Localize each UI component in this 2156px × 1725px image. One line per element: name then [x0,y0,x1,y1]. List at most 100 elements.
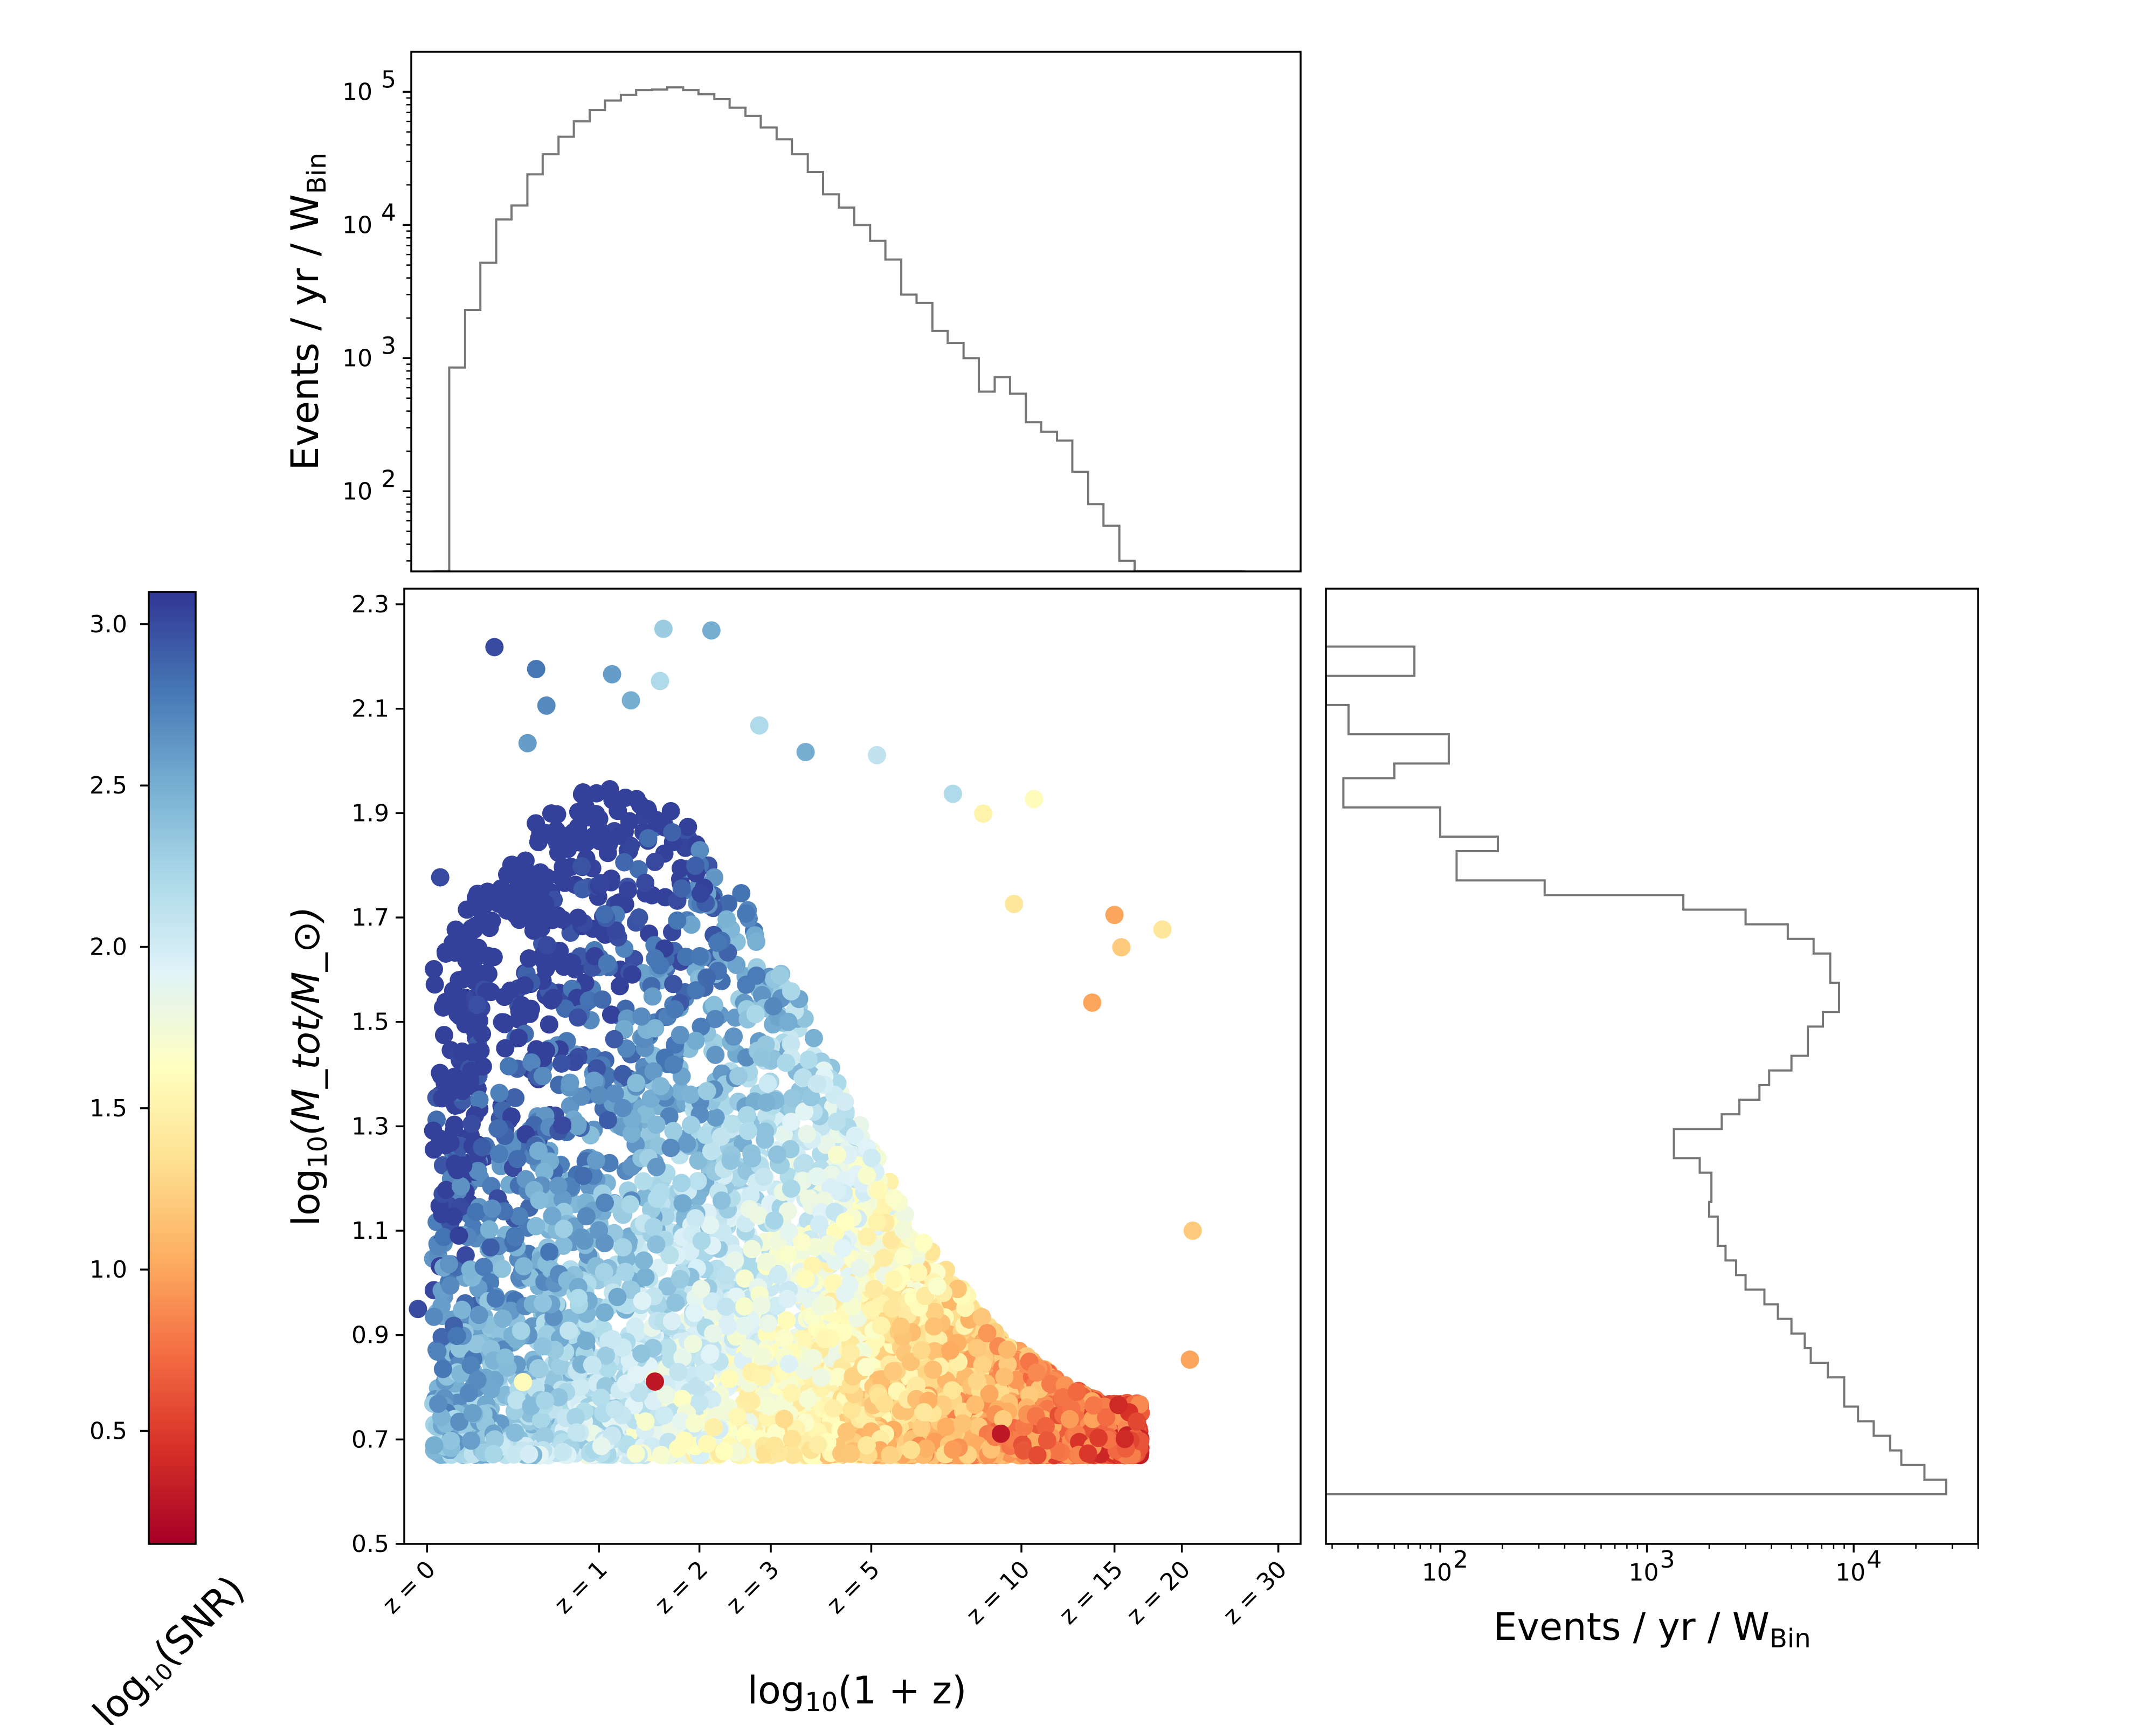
scatter-point [586,1151,605,1170]
scatter-point [782,1034,800,1053]
scatter-point [593,990,612,1009]
scatter-point [912,1418,931,1437]
scatter-point [912,1341,931,1360]
scatter-point [723,1114,742,1133]
scatter-point [529,1359,548,1378]
top-histogram-steps [433,86,1245,571]
scatter-point [664,1122,683,1141]
scatter-point [804,1029,823,1047]
scatter-point [549,1388,568,1406]
scatter-point [595,1234,614,1253]
scatter-point [941,1341,960,1360]
scatter-point [512,1321,530,1340]
scatter-point [621,1195,640,1214]
scatter-point [894,1220,913,1239]
scatter-point [869,1181,888,1200]
top-y-tick-exponent: 2 [381,465,396,493]
top-y-tick-exponent: 3 [381,332,396,360]
scatter-point [690,1393,709,1412]
scatter-point [697,968,716,987]
scatter-point [686,1031,705,1050]
scatter-point [579,991,598,1010]
scatter-point [943,1381,962,1400]
scatter-point [737,975,756,994]
scatter-point [676,948,695,967]
scatter-point [551,1357,570,1376]
scatter-point [758,1074,777,1093]
scatter-point [571,1378,590,1397]
scatter-point [572,857,591,875]
scatter-point [752,1048,771,1067]
scatter-point [682,915,701,934]
scatter-point [657,1385,675,1404]
scatter-point [429,1394,448,1413]
scatter-point [468,885,487,903]
scatter-point [561,1073,579,1092]
scatter-point [901,1353,920,1371]
scatter-point [685,1414,704,1433]
scatter-point [630,908,648,927]
scatter-point [481,1238,500,1257]
scatter-point [716,1266,735,1285]
scatter-point [506,1423,524,1442]
scatter-point [907,1376,926,1395]
scatter-point [704,996,723,1015]
scatter-point [892,1317,910,1336]
scatter-point [456,1246,475,1265]
scatter-point [687,981,706,1000]
scatter-point [837,1423,856,1441]
scatter-point [626,1317,645,1336]
scatter-point [445,1115,464,1134]
scatter-point [606,921,625,940]
top-y-tick-exponent: 4 [381,199,396,226]
scatter-point [622,1124,641,1143]
scatter-point [596,1193,614,1212]
scatter-point [467,1335,486,1354]
scatter-point [569,1008,588,1027]
scatter-point [489,1119,508,1137]
scatter-point [686,857,705,875]
scatter-point [721,1151,740,1170]
scatter-point [444,1207,463,1226]
scatter-point [469,1306,488,1324]
scatter-point [462,1115,481,1134]
scatter-point [835,1092,854,1111]
scatter-point [537,868,556,887]
scatter-point [459,1384,478,1403]
scatter-point [673,1194,692,1213]
scatter-point [735,1269,754,1288]
scatter-point [649,814,668,833]
scatter-point [716,1297,735,1316]
scatter-point [608,793,627,812]
scatter-point [718,1317,737,1336]
scatter-point [754,1167,773,1186]
scatter-point [661,802,680,820]
scatter-point [777,1311,796,1330]
scatter-point [483,1199,502,1218]
scatter-point [540,1015,558,1034]
scatter-point [552,1054,571,1073]
scatter-point [535,953,554,971]
scatter-point [696,1126,715,1144]
scatter-point [470,1091,489,1109]
scatter-point [509,1206,528,1225]
scatter-point [574,1167,593,1185]
scatter-point [687,1377,706,1396]
scatter-point [569,908,588,927]
scatter-point [972,1308,991,1327]
scatter-point [779,1223,798,1241]
scatter-point [592,1388,611,1407]
scatter-point [450,1412,469,1431]
scatter-cloud [424,780,1150,1465]
scatter-point [672,859,690,878]
scatter-point [433,998,452,1017]
scatter-point [433,1360,452,1378]
scatter-point [688,1172,707,1191]
scatter-point [507,1391,526,1410]
scatter-point [486,1289,505,1308]
scatter-point [795,1102,814,1121]
scatter-point [522,1053,541,1072]
scatter-point [437,944,455,963]
